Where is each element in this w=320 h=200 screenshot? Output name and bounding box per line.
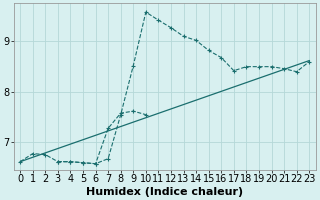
X-axis label: Humidex (Indice chaleur): Humidex (Indice chaleur) xyxy=(86,187,243,197)
